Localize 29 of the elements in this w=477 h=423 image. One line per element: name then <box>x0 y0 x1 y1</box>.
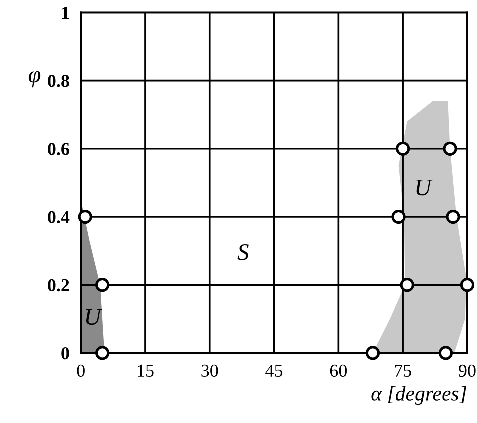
x-tick-label: 30 <box>202 364 218 378</box>
point <box>438 346 454 360</box>
annotation: S <box>238 244 249 260</box>
y-tick-label: 0.2 <box>48 279 70 292</box>
y-tick-label: 1 <box>62 7 70 19</box>
point <box>95 278 110 292</box>
point <box>400 278 414 292</box>
y-tick-label: 0 <box>62 347 70 360</box>
y-tick-label: 0.4 <box>48 211 70 224</box>
y-tick-label: 0.8 <box>48 75 70 88</box>
x-tick-label: 0 <box>77 364 85 378</box>
x-tick-label: 90 <box>459 364 476 378</box>
y-tick-label: 0.6 <box>48 143 70 156</box>
x-tick-label: 75 <box>395 365 412 378</box>
point <box>95 346 110 360</box>
point <box>396 142 410 156</box>
point <box>392 210 406 224</box>
x-tick-label: 60 <box>330 364 348 378</box>
x-axis-title: α [degrees] <box>372 386 467 406</box>
point <box>446 210 460 224</box>
point <box>443 142 458 156</box>
annotation: U <box>86 309 102 326</box>
x-tick-label: 45 <box>266 364 283 378</box>
annotation: U <box>416 180 433 196</box>
y-axis-title: φ <box>28 71 41 88</box>
point <box>460 278 475 292</box>
x-tick-label: 15 <box>138 364 154 378</box>
point <box>366 346 380 360</box>
point <box>78 210 92 224</box>
